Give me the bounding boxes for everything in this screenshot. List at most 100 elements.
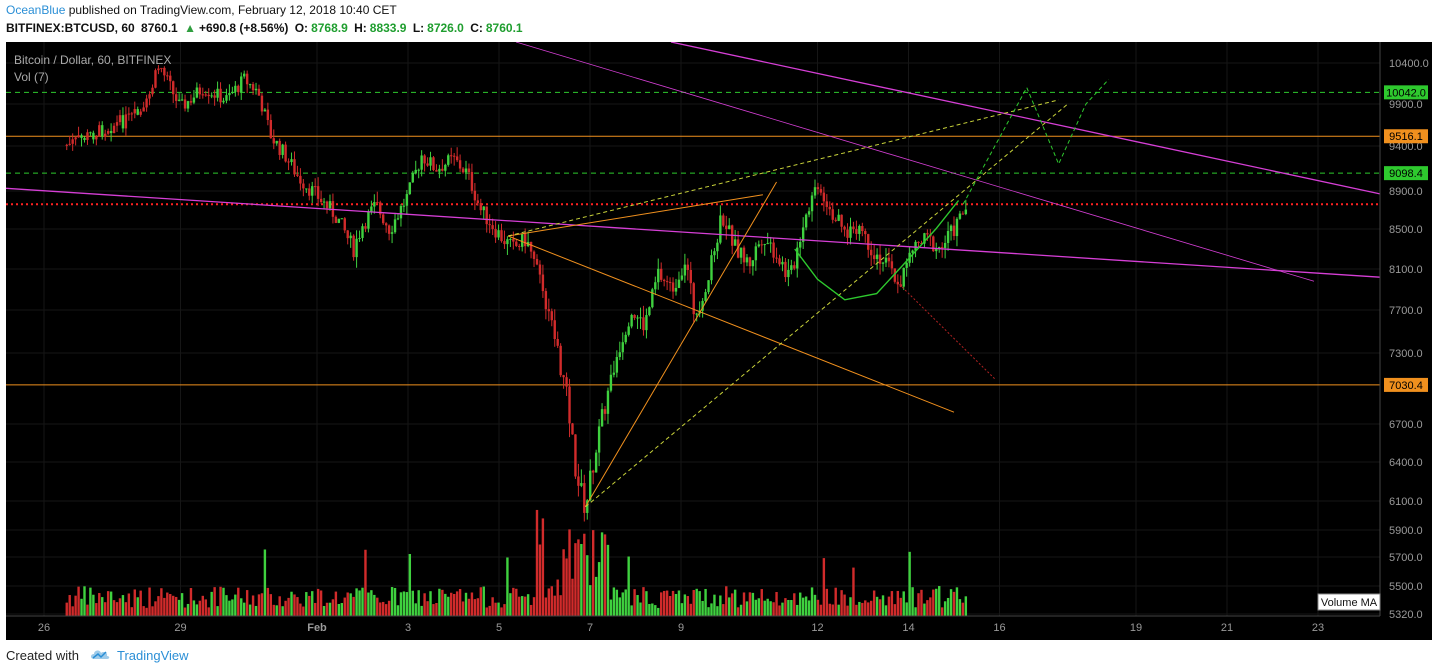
candle-body xyxy=(290,159,293,163)
close-value: 8760.1 xyxy=(485,21,523,35)
candle-body xyxy=(728,225,731,230)
volume-bar xyxy=(518,596,521,616)
volume-bar xyxy=(414,603,417,616)
candle-body xyxy=(562,375,565,378)
open-value: 8768.9 xyxy=(311,21,348,35)
volume-bar xyxy=(677,590,681,616)
candle-body xyxy=(166,75,169,77)
volume-bar xyxy=(624,589,627,616)
candle-body xyxy=(145,98,148,108)
tradingview-cloud-icon[interactable] xyxy=(89,647,111,664)
volume-bar xyxy=(142,606,145,616)
volume-bar xyxy=(547,588,551,616)
candle-body xyxy=(396,218,400,220)
author-link[interactable]: OceanBlue xyxy=(6,3,66,17)
volume-bar xyxy=(550,586,553,616)
candle-body xyxy=(810,195,814,212)
candle-body xyxy=(441,168,444,171)
volume-bar xyxy=(633,589,636,616)
volume-bar xyxy=(834,587,837,616)
volume-bar xyxy=(337,603,341,616)
candle-body xyxy=(260,95,264,112)
volume-bar xyxy=(491,597,494,616)
candle-body xyxy=(376,202,379,204)
volume-bar xyxy=(461,601,465,616)
candle-body xyxy=(867,234,870,250)
volume-bar xyxy=(553,595,556,616)
volume-bar xyxy=(198,600,202,616)
volume-bar xyxy=(210,591,213,616)
candle-body xyxy=(923,233,926,244)
volume-bar xyxy=(299,603,302,616)
volume-bar xyxy=(124,602,128,616)
volume-bar xyxy=(204,599,207,616)
volume-bar xyxy=(932,589,935,616)
candle-body xyxy=(148,94,151,99)
volume-bar xyxy=(526,594,530,616)
price-tick-label: 5900.0 xyxy=(1389,525,1423,537)
candle-body xyxy=(160,67,163,69)
candle-body xyxy=(263,109,267,112)
volume-bar xyxy=(148,587,151,616)
candle-body xyxy=(964,209,968,215)
candle-body xyxy=(379,202,382,215)
volume-bar xyxy=(316,588,320,616)
volume-bar xyxy=(467,598,471,616)
candle-body xyxy=(337,218,341,223)
volume-bar xyxy=(586,555,589,616)
candle-body xyxy=(739,247,743,258)
volume-bar xyxy=(393,587,397,616)
price-axis[interactable]: 10400.0 9900.0 9400.0 8900.0 8500.0 8100.0 770… xyxy=(1384,58,1429,621)
candle-body xyxy=(124,114,128,129)
time-axis[interactable]: 26 29 Feb 3 5 7 9 12 14 16 19 21 23 xyxy=(38,622,1324,634)
candle-body xyxy=(435,170,438,172)
volume-bar xyxy=(914,607,917,616)
volume-bar xyxy=(716,606,719,616)
volume-bar xyxy=(923,603,926,616)
volume-bar xyxy=(349,593,352,616)
candle-body xyxy=(926,233,929,235)
candle-body xyxy=(222,100,225,103)
volume-bar xyxy=(668,595,672,616)
level-price-label: 9516.1 xyxy=(1389,131,1423,143)
volume-bar xyxy=(648,603,651,616)
candle-body xyxy=(864,231,867,235)
volume-bar xyxy=(683,594,687,616)
volume-bar xyxy=(438,588,441,616)
candle-body xyxy=(683,264,687,276)
time-tick-label: 9 xyxy=(678,622,684,634)
tradingview-brand[interactable]: TradingView xyxy=(116,648,189,663)
candle-body xyxy=(470,172,474,191)
candle-body xyxy=(609,374,613,391)
volume-bar xyxy=(260,593,264,616)
volume-bar xyxy=(112,600,116,616)
candle-body xyxy=(438,168,441,172)
volume-bar xyxy=(245,590,249,616)
candle-body xyxy=(231,91,234,93)
price-chart[interactable]: 10400.09900.09400.08900.08500.08100.0770… xyxy=(6,42,1432,640)
candle-body xyxy=(665,281,669,283)
candle-body xyxy=(615,357,619,373)
volume-bar xyxy=(488,605,491,616)
candle-body xyxy=(71,139,74,144)
candle-body xyxy=(902,267,905,287)
candle-body xyxy=(509,239,512,241)
volume-bar xyxy=(405,592,409,616)
candle-body xyxy=(861,226,864,232)
candle-body xyxy=(373,202,376,207)
candle-body xyxy=(112,125,116,134)
price-tick-label: 8900.0 xyxy=(1389,186,1423,198)
candle-body xyxy=(420,155,423,170)
candle-body xyxy=(476,200,480,204)
candle-body xyxy=(813,187,817,196)
candle-body xyxy=(464,168,468,173)
candle-body xyxy=(343,218,346,231)
candle-body xyxy=(299,175,302,184)
volume-bar xyxy=(600,532,604,616)
volume-bar xyxy=(556,579,559,616)
candle-body xyxy=(390,232,394,234)
candle-body xyxy=(911,250,914,253)
volume-layer xyxy=(65,509,968,616)
low-label: L: xyxy=(412,21,425,35)
candle-body xyxy=(89,132,92,134)
